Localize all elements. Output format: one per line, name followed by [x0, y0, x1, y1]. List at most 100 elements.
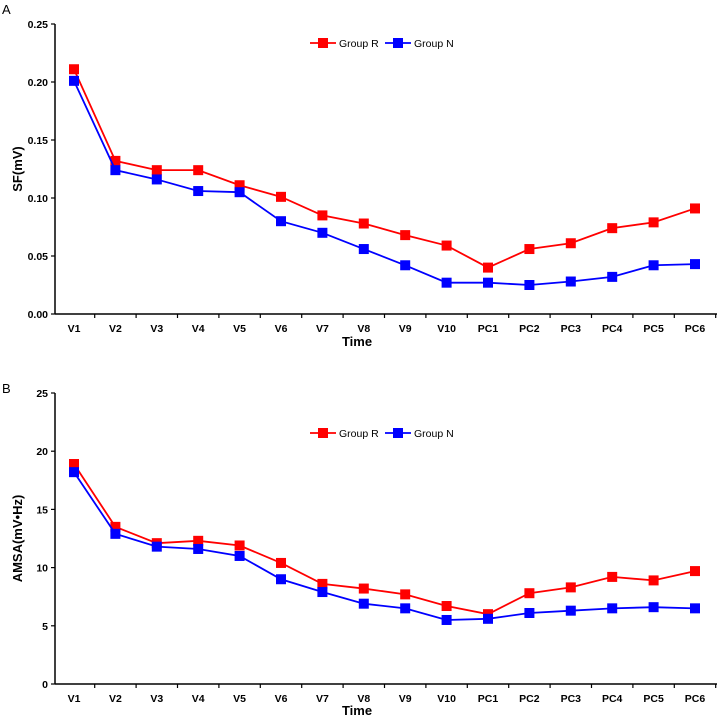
data-point	[400, 603, 411, 614]
x-tick-label: V7	[316, 323, 329, 335]
data-point	[483, 613, 493, 624]
data-point	[276, 574, 286, 585]
data-point	[648, 602, 659, 613]
data-point	[690, 603, 700, 614]
data-point	[234, 550, 245, 561]
data-point	[524, 588, 535, 599]
legend: Group R Group N	[310, 38, 454, 50]
data-point	[441, 614, 452, 625]
data-point	[358, 218, 369, 229]
y-tick-label: 0.15	[28, 135, 49, 147]
data-point	[234, 180, 245, 191]
data-point	[565, 582, 576, 593]
data-point	[400, 260, 411, 271]
panel-label: A	[2, 2, 11, 17]
series-line	[73, 80, 696, 286]
series-group-n	[69, 75, 700, 290]
data-point	[193, 186, 204, 197]
legend-label: Group N	[414, 428, 454, 440]
data-point	[69, 64, 79, 75]
x-tick-label: PC3	[561, 693, 582, 705]
x-tick-label: V3	[150, 693, 163, 705]
data-point	[358, 583, 369, 594]
y-tick-label: 0.25	[28, 19, 49, 31]
x-tick-label: V9	[399, 693, 412, 705]
data-point	[565, 605, 576, 616]
data-point	[317, 587, 328, 598]
y-tick-label: 25	[36, 388, 48, 400]
x-tick-label: V10	[437, 693, 456, 705]
data-point	[648, 575, 659, 586]
x-tick-label: V1	[68, 323, 81, 335]
x-tick-label: V5	[233, 693, 246, 705]
series-line	[73, 463, 696, 616]
data-point	[276, 557, 286, 568]
x-tick-label: PC2	[519, 323, 540, 335]
x-tick-label: V2	[109, 693, 122, 705]
data-point	[110, 521, 121, 532]
y-tick-label: 15	[36, 504, 48, 516]
data-point	[234, 540, 245, 551]
data-point	[607, 571, 618, 582]
y-tick-label: 20	[36, 446, 48, 458]
x-tick-label: PC5	[643, 323, 664, 335]
x-tick-label: PC2	[519, 693, 540, 705]
y-tick-label: 0.10	[28, 193, 49, 205]
y-tick-label: 0	[42, 679, 48, 691]
data-point	[234, 187, 245, 198]
data-point	[565, 238, 576, 249]
x-tick-label: V8	[357, 693, 370, 705]
data-point	[400, 230, 411, 241]
data-point	[607, 271, 618, 282]
data-point	[69, 75, 79, 86]
chart-panel-b: B 0 5 10 15 20 25 V1 V2 V3 V4 V5 V6 V7 V8 V9 V10 PC1 PC2 PC…	[2, 381, 717, 718]
x-tick-label: V6	[275, 323, 288, 335]
legend-label: Group N	[414, 38, 454, 50]
series-group-r	[69, 459, 700, 620]
data-point	[483, 262, 493, 273]
legend: Group R Group N	[310, 428, 454, 440]
data-point	[151, 541, 162, 552]
data-point	[110, 155, 121, 166]
data-point	[193, 165, 204, 176]
legend-label: Group R	[339, 38, 379, 50]
data-point	[276, 216, 286, 227]
y-tick-label: 0.20	[28, 77, 49, 89]
data-point	[607, 223, 618, 234]
data-point	[524, 280, 535, 290]
x-tick-label: V1	[68, 693, 81, 705]
data-point	[276, 191, 286, 202]
data-point	[483, 277, 493, 288]
series-line	[73, 471, 696, 621]
x-tick-label: V3	[150, 323, 163, 335]
x-tick-label: PC1	[478, 323, 499, 335]
data-point	[441, 277, 452, 288]
data-point	[151, 174, 162, 185]
x-tick-label: V4	[192, 323, 205, 335]
legend-label: Group R	[339, 428, 379, 440]
legend-swatch-marker	[393, 38, 403, 48]
chart-panel-a: A 0.00 0.05 0.10 0.15 0.20 0.25 V1 V2 V3 V4 V5 V6 V7 V…	[2, 2, 717, 349]
data-point	[441, 240, 452, 251]
data-point	[358, 598, 369, 609]
legend-swatch-marker	[393, 428, 403, 438]
x-tick-label: V2	[109, 323, 122, 335]
data-point	[648, 217, 659, 228]
data-point	[690, 259, 700, 270]
series-group-r	[69, 64, 700, 273]
data-point	[607, 603, 618, 614]
x-tick-label: PC1	[478, 693, 499, 705]
data-point	[69, 467, 79, 478]
x-tick-label: PC4	[602, 693, 623, 705]
legend-swatch-marker	[318, 428, 328, 438]
series-group-n	[69, 467, 700, 625]
data-point	[110, 528, 121, 539]
data-point	[400, 589, 411, 600]
y-tick-label: 0.00	[28, 309, 49, 321]
x-tick-label: V5	[233, 323, 246, 335]
data-point	[69, 459, 79, 470]
data-point	[110, 165, 121, 176]
data-point	[565, 276, 576, 287]
x-tick-label: V10	[437, 323, 456, 335]
